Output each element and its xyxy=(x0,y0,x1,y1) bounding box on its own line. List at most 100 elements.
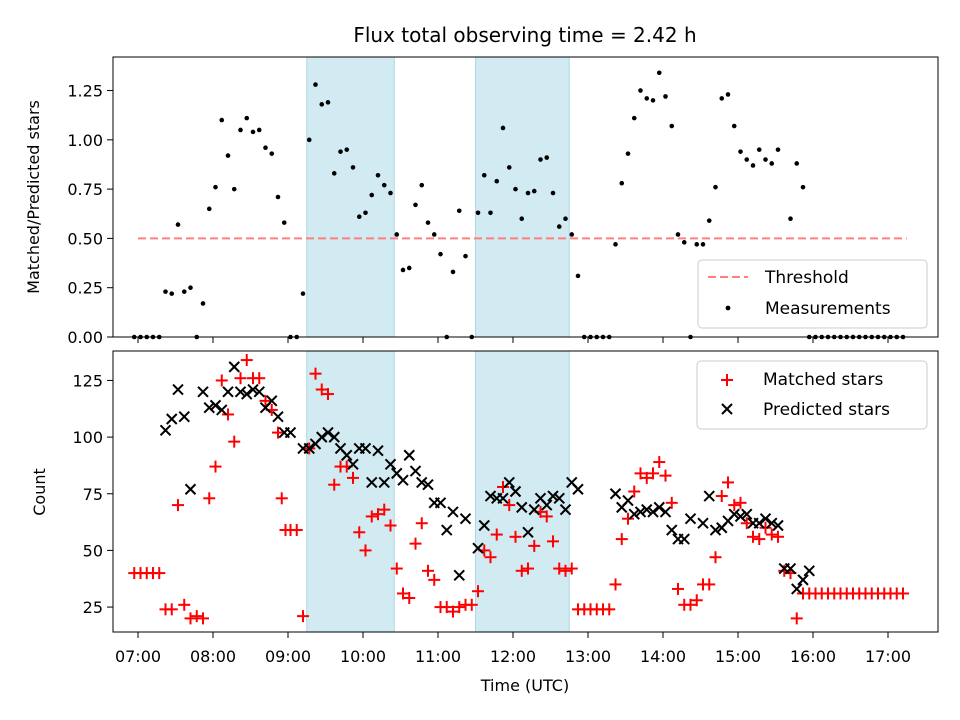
measurement-point-0722 xyxy=(163,289,168,294)
predicted-point-1552 xyxy=(797,574,809,586)
bottom-y-tick-label: 50 xyxy=(83,541,103,560)
matched-point-1147 xyxy=(490,528,503,541)
measurement-point-0817 xyxy=(231,186,237,192)
x-tick-label-0700: 07:00 xyxy=(115,647,161,666)
predicted-point-stroke-b xyxy=(572,483,584,495)
measurement-point-1402 xyxy=(663,94,668,99)
predicted-star-points xyxy=(159,361,815,595)
predicted-point-stroke-b xyxy=(197,386,209,398)
matched-point-1457 xyxy=(728,499,741,512)
predicted-point-stroke-b xyxy=(391,467,403,480)
measurement-point-1232 xyxy=(550,190,556,196)
predicted-point-0902 xyxy=(284,426,297,439)
measurement-point-1102 xyxy=(438,251,443,257)
bottom-shaded-interval-1 xyxy=(306,350,395,633)
predicted-point-1242 xyxy=(559,503,572,516)
predicted-point-stroke-b xyxy=(166,413,178,425)
matched-point-1227 xyxy=(540,510,553,523)
top-y-tick-label: 0.75 xyxy=(67,180,103,199)
predicted-point-1107 xyxy=(441,524,453,536)
predicted-point-stroke-b xyxy=(228,361,240,373)
predicted-point-1047 xyxy=(416,476,428,489)
measurement-point-1117 xyxy=(456,208,462,214)
predicted-point-stroke-b xyxy=(759,512,772,525)
top-y-tick-label: 1.00 xyxy=(67,131,103,150)
predicted-point-1517 xyxy=(753,517,765,529)
measurement-point-1447 xyxy=(719,96,725,101)
bottom-y-tick-label: 100 xyxy=(72,428,103,447)
measurement-point-1002 xyxy=(363,210,368,216)
measurement-point-0832 xyxy=(250,129,256,135)
measurement-point-1452 xyxy=(725,92,731,97)
matched-point-1512 xyxy=(747,530,759,543)
top-shaded-interval-1 xyxy=(306,56,395,338)
predicted-point-1227 xyxy=(541,499,553,511)
matched-point-0732 xyxy=(172,499,184,512)
matched-point-0802 xyxy=(209,460,222,473)
predicted-point-stroke-b xyxy=(453,569,465,582)
matched-point-1352 xyxy=(647,467,659,480)
predicted-point-0852 xyxy=(272,411,284,423)
matched-point-1032 xyxy=(397,587,409,600)
measurement-point-1332 xyxy=(625,151,631,156)
predicted-point-1022 xyxy=(384,458,397,471)
matched-point-1232 xyxy=(547,535,559,548)
predicted-point-0847 xyxy=(266,395,278,407)
matched-point-0932 xyxy=(322,388,334,401)
predicted-point-0752 xyxy=(197,386,209,398)
predicted-point-1232 xyxy=(547,490,559,502)
predicted-point-stroke-b xyxy=(741,508,753,520)
predicted-point-stroke-b xyxy=(372,445,384,457)
matched-point-0742 xyxy=(184,612,197,625)
matched-point-1322 xyxy=(609,578,622,591)
measurement-point-1212 xyxy=(525,190,531,196)
measurement-point-0957 xyxy=(356,214,362,220)
bottom-x-axis: 07:00 08:00 09:00 10:00 11:00 12:00 13:00 14:00… xyxy=(115,632,911,666)
predicted-point-stroke-b xyxy=(472,542,484,554)
predicted-point-stroke-b xyxy=(797,574,809,586)
top-y-axis-label: Matched/Predicted stars xyxy=(24,100,43,294)
measurement-point-1252 xyxy=(575,273,581,279)
measurement-point-1027 xyxy=(394,232,400,237)
matched-point-1047 xyxy=(415,517,428,530)
predicted-point-stroke-b xyxy=(641,503,653,516)
matched-point-1217 xyxy=(528,539,541,552)
predicted-point-1102 xyxy=(434,497,447,509)
matched-point-0922 xyxy=(309,367,322,380)
predicted-point-stroke-b xyxy=(328,431,340,443)
x-tick-label-1600: 16:00 xyxy=(790,647,836,666)
measurement-point-0737 xyxy=(181,289,187,294)
measurement-point-1207 xyxy=(519,216,525,221)
matched-legend-swatch xyxy=(721,374,733,386)
predicted-point-1322 xyxy=(609,488,622,500)
matched-point-1437 xyxy=(703,578,716,591)
matched-point-1507 xyxy=(740,517,753,530)
predicted-point-0927 xyxy=(316,431,328,443)
measurement-point-1012 xyxy=(375,173,381,178)
measurement-point-0827 xyxy=(244,115,250,121)
predicted-point-stroke-b xyxy=(772,519,784,532)
predicted-point-stroke-b xyxy=(547,490,559,502)
predicted-point-stroke-b xyxy=(478,519,490,532)
measurement-point-1442 xyxy=(713,184,718,190)
predicted-point-1502 xyxy=(734,510,747,523)
matched-point-1157 xyxy=(503,499,516,512)
predicted-point-1142 xyxy=(484,490,497,502)
predicted-point-stroke-b xyxy=(559,503,572,516)
predicted-point-stroke-b xyxy=(441,524,453,536)
matched-point-0927 xyxy=(315,383,328,396)
predicted-point-stroke-b xyxy=(628,508,640,520)
matched-point-1022 xyxy=(384,519,397,532)
predicted-point-1122 xyxy=(459,512,472,525)
matched-point-1057 xyxy=(428,573,441,586)
predicted-point-0757 xyxy=(203,401,215,414)
measurement-point-1357 xyxy=(656,70,662,76)
predicted-point-0727 xyxy=(166,413,178,425)
measurement-point-1417 xyxy=(681,240,687,245)
predicted-legend-swatch xyxy=(721,403,733,415)
predicted-point-stroke-b xyxy=(409,465,422,477)
measurement-point-1342 xyxy=(638,88,643,93)
matched-point-0822 xyxy=(234,372,247,385)
predicted-point-stroke-b xyxy=(359,442,372,455)
matched-point-1037 xyxy=(403,592,416,605)
